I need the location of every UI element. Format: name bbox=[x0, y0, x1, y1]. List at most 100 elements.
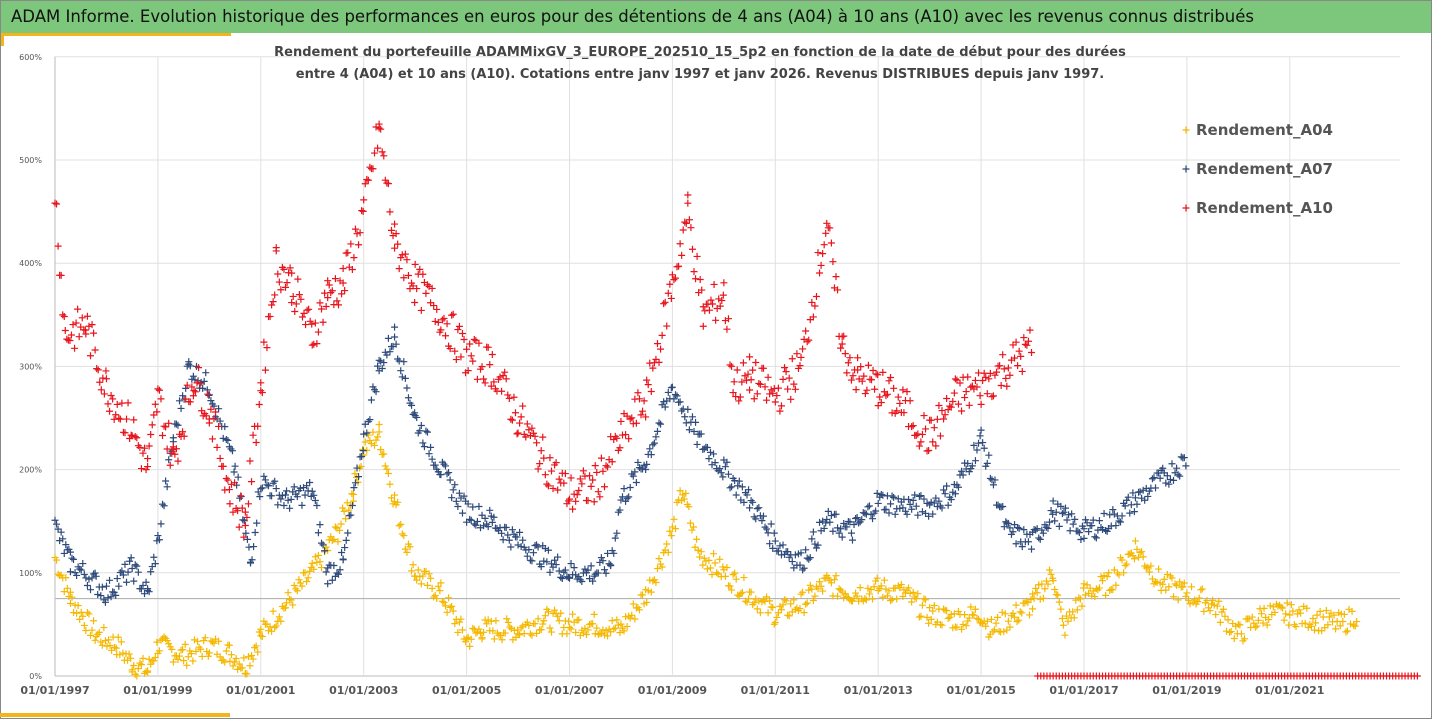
data-point-rendement_a07 bbox=[1066, 527, 1074, 535]
data-point-rendement_a07 bbox=[1150, 474, 1158, 482]
data-point-rendement_a04 bbox=[1248, 613, 1256, 621]
data-point-rendement_a10 bbox=[779, 375, 787, 383]
data-point-rendement_a10 bbox=[1023, 341, 1031, 349]
data-point-rendement_a04 bbox=[275, 613, 283, 621]
data-point-rendement_a10 bbox=[207, 405, 215, 413]
title-bar: ADAM Informe. Evolution historique des p… bbox=[1, 1, 1431, 33]
data-point-rendement_a04 bbox=[734, 591, 742, 599]
data-point-rendement_a10 bbox=[599, 467, 607, 475]
data-point-rendement_a07 bbox=[281, 491, 289, 499]
data-point-rendement_a10 bbox=[623, 412, 631, 420]
data-point-rendement_a07 bbox=[909, 496, 917, 504]
data-point-rendement_a07 bbox=[890, 493, 898, 501]
data-point-rendement_a04 bbox=[428, 584, 436, 592]
data-point-rendement_a04 bbox=[644, 587, 652, 595]
data-point-rendement_a04 bbox=[198, 652, 206, 660]
data-point-rendement_a10 bbox=[348, 266, 356, 274]
data-point-rendement_a04 bbox=[1303, 604, 1311, 612]
data-point-rendement_a10 bbox=[782, 368, 790, 376]
data-point-rendement_a10 bbox=[215, 422, 223, 430]
data-point-rendement_a04 bbox=[1046, 566, 1054, 574]
data-point-rendement_a07 bbox=[1170, 476, 1178, 484]
data-point-rendement_a10 bbox=[1003, 382, 1011, 390]
data-point-rendement_a07 bbox=[467, 516, 475, 524]
data-point-rendement_a10 bbox=[575, 486, 583, 494]
data-point-rendement_a07 bbox=[101, 598, 109, 606]
data-point-rendement_a04 bbox=[386, 480, 394, 488]
data-point-rendement_a10 bbox=[139, 449, 147, 457]
data-point-rendement_a04 bbox=[150, 657, 158, 665]
data-point-rendement_a04 bbox=[959, 620, 967, 628]
data-point-rendement_a04 bbox=[339, 504, 347, 512]
data-point-rendement_a04 bbox=[157, 636, 165, 644]
data-point-rendement_a07 bbox=[597, 554, 605, 562]
data-point-rendement_a07 bbox=[157, 520, 165, 528]
data-point-rendement_a04 bbox=[357, 462, 365, 470]
data-point-rendement_a07 bbox=[177, 404, 185, 412]
data-point-rendement_a10 bbox=[179, 428, 187, 436]
data-point-rendement_a04 bbox=[1057, 605, 1065, 613]
x-tick-label: 01/01/2005 bbox=[432, 684, 501, 697]
data-point-rendement_a10 bbox=[321, 289, 329, 297]
data-point-rendement_a04 bbox=[779, 601, 787, 609]
data-point-rendement_a07 bbox=[234, 473, 242, 481]
data-point-rendement_a07 bbox=[759, 512, 767, 520]
data-point-rendement_a04 bbox=[174, 656, 182, 664]
data-point-rendement_a10 bbox=[534, 465, 542, 473]
data-point-rendement_a10 bbox=[148, 421, 156, 429]
data-point-rendement_a04 bbox=[897, 580, 905, 588]
data-point-rendement_a07 bbox=[649, 441, 657, 449]
data-point-rendement_a04 bbox=[918, 601, 926, 609]
data-point-rendement_a07 bbox=[423, 428, 431, 436]
legend-label: Rendement_A07 bbox=[1196, 160, 1333, 178]
data-point-rendement_a07 bbox=[82, 574, 90, 582]
data-point-rendement_a04 bbox=[476, 629, 484, 637]
data-point-rendement_a10 bbox=[237, 492, 245, 500]
data-point-rendement_a10 bbox=[303, 306, 311, 314]
data-point-rendement_a04 bbox=[1147, 562, 1155, 570]
data-point-rendement_a04 bbox=[1036, 595, 1044, 603]
data-point-rendement_a04 bbox=[1000, 628, 1008, 636]
data-point-rendement_a07 bbox=[514, 541, 522, 549]
data-point-rendement_a04 bbox=[864, 584, 872, 592]
data-point-rendement_a10 bbox=[871, 385, 879, 393]
data-point-rendement_a10 bbox=[787, 395, 795, 403]
data-point-rendement_a07 bbox=[94, 590, 102, 598]
data-point-rendement_a07 bbox=[123, 578, 131, 586]
data-point-rendement_a04 bbox=[887, 597, 895, 605]
data-point-rendement_a10 bbox=[363, 175, 371, 183]
data-point-rendement_a04 bbox=[1009, 609, 1017, 617]
data-point-rendement_a10 bbox=[505, 394, 513, 402]
data-point-rendement_a04 bbox=[808, 585, 816, 593]
data-point-rendement_a04 bbox=[896, 584, 904, 592]
data-point-rendement_a10 bbox=[162, 423, 170, 431]
data-point-rendement_a07 bbox=[551, 556, 559, 564]
data-point-rendement_a10 bbox=[210, 415, 218, 423]
data-point-rendement_a04 bbox=[1012, 601, 1020, 609]
data-point-rendement_a10 bbox=[777, 402, 785, 410]
data-point-rendement_a04 bbox=[1280, 616, 1288, 624]
data-point-rendement_a07 bbox=[118, 567, 126, 575]
data-point-rendement_a04 bbox=[777, 606, 785, 614]
data-point-rendement_a04 bbox=[1212, 611, 1220, 619]
data-point-rendement_a04 bbox=[516, 631, 524, 639]
data-point-rendement_a04 bbox=[905, 584, 913, 592]
data-point-rendement_a04 bbox=[63, 584, 71, 592]
data-point-rendement_a04 bbox=[567, 625, 575, 633]
data-point-rendement_a07 bbox=[200, 377, 208, 385]
data-point-rendement_a07 bbox=[728, 483, 736, 491]
data-point-rendement_a07 bbox=[498, 529, 506, 537]
data-point-rendement_a10 bbox=[486, 361, 494, 369]
data-point-rendement_a04 bbox=[403, 548, 411, 556]
data-point-rendement_a07 bbox=[1136, 488, 1144, 496]
data-point-rendement_a10 bbox=[110, 415, 118, 423]
data-point-rendement_a04 bbox=[478, 634, 486, 642]
data-point-rendement_a07 bbox=[330, 562, 338, 570]
data-point-rendement_a10 bbox=[971, 376, 979, 384]
data-point-rendement_a07 bbox=[130, 577, 138, 585]
data-point-rendement_a10 bbox=[834, 286, 842, 294]
data-point-rendement_a04 bbox=[1324, 621, 1332, 629]
data-point-rendement_a07 bbox=[1024, 538, 1032, 546]
data-point-rendement_a10 bbox=[510, 393, 518, 401]
data-point-rendement_a07 bbox=[174, 421, 182, 429]
